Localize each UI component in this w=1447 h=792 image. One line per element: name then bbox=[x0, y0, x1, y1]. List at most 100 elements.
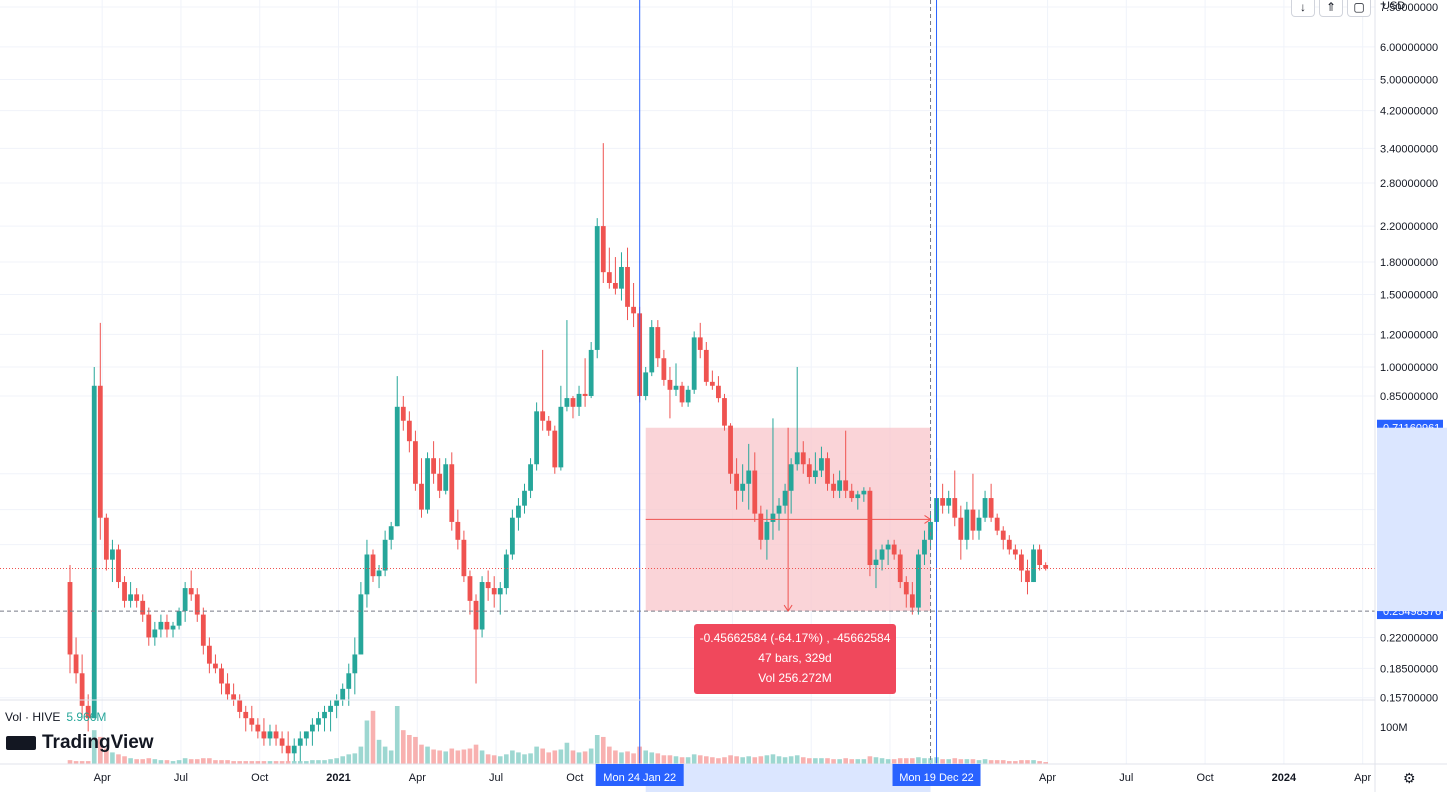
volume-bar bbox=[322, 760, 327, 764]
volume-bar bbox=[346, 754, 352, 764]
volume-bar bbox=[728, 755, 733, 764]
volume-bar bbox=[407, 735, 412, 764]
volume-bar bbox=[207, 758, 212, 764]
time-tick-label: Apr bbox=[1354, 772, 1371, 784]
candle-body bbox=[916, 554, 921, 608]
candle-body bbox=[891, 544, 897, 555]
candle-body bbox=[655, 327, 661, 359]
volume-bar bbox=[758, 756, 764, 764]
volume-bar bbox=[1031, 760, 1036, 764]
settings-gear-icon[interactable]: ⚙ bbox=[1403, 770, 1416, 786]
volume-bar bbox=[213, 760, 218, 764]
scroll-down-icon[interactable]: ↓ bbox=[1291, 0, 1315, 17]
currency-selector[interactable]: USD bbox=[1382, 0, 1406, 12]
volume-bar bbox=[510, 750, 515, 764]
volume-bar bbox=[297, 761, 303, 764]
volume-bar bbox=[455, 750, 461, 764]
volume-bar bbox=[958, 759, 964, 764]
volume-bar bbox=[1043, 762, 1048, 764]
candle-body bbox=[600, 226, 606, 273]
candle-body bbox=[443, 464, 449, 491]
volume-bar bbox=[988, 760, 994, 764]
time-tick-label: 2021 bbox=[326, 772, 350, 784]
volume-bar bbox=[679, 757, 685, 764]
price-tick-label: 0.22000000 bbox=[1380, 632, 1438, 644]
candle-body bbox=[570, 398, 576, 407]
volume-bar bbox=[528, 753, 533, 764]
time-tick-label: Jul bbox=[1119, 772, 1133, 784]
volume-bar bbox=[897, 758, 903, 764]
candle-body bbox=[152, 629, 158, 638]
candle-body bbox=[128, 594, 133, 601]
candle-body bbox=[728, 425, 733, 474]
candle-body bbox=[1012, 549, 1018, 555]
volume-bar bbox=[255, 761, 261, 764]
candle-body bbox=[970, 509, 976, 531]
volume-bar bbox=[788, 756, 794, 764]
candle-body bbox=[146, 614, 152, 638]
candle-body bbox=[528, 464, 533, 491]
volume-bar bbox=[231, 761, 236, 764]
volume-bar bbox=[461, 749, 467, 764]
candle-body bbox=[994, 517, 1000, 531]
candle-body bbox=[928, 521, 933, 540]
volume-bar bbox=[691, 754, 697, 764]
volume-bar bbox=[140, 759, 146, 764]
volume-bar bbox=[710, 757, 715, 764]
volume-bar bbox=[576, 752, 582, 764]
volume-bar bbox=[152, 759, 158, 764]
candle-body bbox=[746, 470, 752, 484]
time-tick-label: Apr bbox=[1039, 772, 1056, 784]
volume-bar bbox=[104, 748, 109, 764]
volume-bar bbox=[946, 759, 951, 764]
scale-mode-icon[interactable]: ⇑ bbox=[1319, 0, 1343, 17]
volume-bar bbox=[776, 756, 782, 764]
candle-body bbox=[594, 226, 600, 350]
volume-bar bbox=[376, 739, 382, 764]
candle-body bbox=[540, 411, 546, 421]
volume-bar bbox=[619, 752, 624, 764]
candle-body bbox=[546, 420, 552, 431]
candle-body bbox=[1025, 570, 1030, 583]
volume-bar bbox=[201, 758, 206, 764]
candle-body bbox=[606, 272, 612, 283]
volume-bar bbox=[885, 759, 891, 764]
volume-bar bbox=[473, 744, 479, 764]
candle-body bbox=[358, 594, 364, 655]
candle-body bbox=[643, 372, 649, 396]
candle-body bbox=[861, 490, 867, 495]
time-tick-label: Oct bbox=[251, 772, 268, 784]
candle-body bbox=[982, 498, 988, 518]
candle-body bbox=[631, 306, 636, 314]
volume-bar bbox=[352, 753, 358, 764]
volume-bar bbox=[73, 761, 79, 764]
tradingview-logo-text: TradingView bbox=[42, 732, 154, 753]
candle-body bbox=[479, 582, 485, 630]
candle-body bbox=[388, 526, 394, 540]
date-label: Mon 19 Dec 22 bbox=[899, 772, 974, 784]
fullscreen-icon[interactable]: ▢ bbox=[1347, 0, 1371, 17]
volume-bar bbox=[467, 748, 473, 764]
candle-body bbox=[291, 745, 297, 754]
candle-body bbox=[503, 554, 509, 589]
time-tick-label: Oct bbox=[566, 772, 583, 784]
volume-bar bbox=[285, 761, 291, 764]
volume-bar bbox=[807, 758, 812, 764]
tradingview-logo[interactable]: TradingView bbox=[6, 732, 154, 754]
candle-body bbox=[170, 625, 176, 630]
candle-body bbox=[340, 688, 346, 700]
volume-bar bbox=[443, 751, 449, 764]
price-range-highlight bbox=[1377, 427, 1447, 612]
volume-bar bbox=[134, 759, 139, 764]
volume-bar bbox=[91, 730, 97, 764]
candle-body bbox=[273, 731, 279, 739]
candle-body bbox=[679, 385, 685, 403]
candle-body bbox=[231, 694, 237, 700]
volume-bars bbox=[67, 706, 1048, 764]
volume-bar bbox=[485, 754, 491, 764]
volume-bar bbox=[697, 755, 703, 764]
candle-body bbox=[473, 600, 479, 630]
candle-body bbox=[382, 539, 388, 571]
price-tick-label: 4.20000000 bbox=[1380, 106, 1438, 118]
